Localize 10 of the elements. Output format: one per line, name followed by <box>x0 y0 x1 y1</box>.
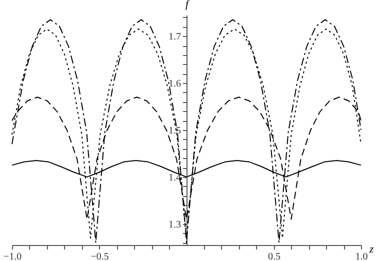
y-tick-label: 1.3 <box>168 219 181 230</box>
y-tick-label: 1.5 <box>168 126 181 136</box>
x-tick-label: 1.0 <box>355 252 368 261</box>
x-tick-label: 0.5 <box>268 252 280 261</box>
y-axis-title: f <box>185 0 190 10</box>
x-tick-label: −1.0 <box>3 252 22 261</box>
y-tick-label: 1.7 <box>168 32 181 43</box>
x-tick-label: −0.5 <box>90 252 109 261</box>
x-axis-title: z <box>368 244 374 256</box>
y-tick-label: 1.6 <box>168 78 181 90</box>
